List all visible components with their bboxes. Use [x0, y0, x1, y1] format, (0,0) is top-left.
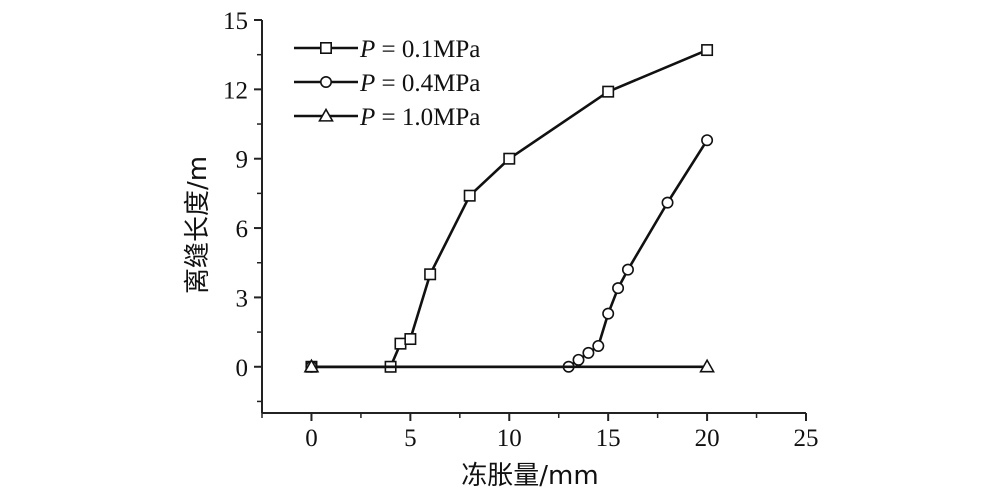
triangle-marker: [699, 358, 715, 373]
square-marker: [503, 152, 516, 165]
square-marker: [463, 189, 476, 202]
tick-marks: [254, 19, 807, 421]
x-tick-label: 20: [695, 425, 720, 452]
legend-label-value: = 0.1MPa: [375, 36, 480, 63]
square-marker: [404, 333, 417, 346]
axes: [261, 20, 806, 414]
circle-marker: [592, 339, 605, 352]
y-axis-title: 离缝长度/m: [183, 156, 213, 294]
triangle-marker: [303, 358, 320, 373]
circle-marker: [572, 353, 585, 366]
legend-label-value: = 0.4MPa: [375, 70, 480, 97]
y-tick-label: 3: [236, 285, 249, 312]
triangle-marker: [318, 107, 334, 122]
circle-marker: [602, 307, 615, 320]
series-3: [303, 358, 715, 373]
legend-label: P = 1.0MPa: [359, 104, 480, 131]
square-marker: [424, 268, 437, 281]
x-tick-label: 25: [794, 425, 819, 452]
series-group: [303, 44, 715, 373]
tick-labels: 0 5 10 15 20 25 0 3 6 9 12 15: [223, 8, 819, 452]
circle-marker: [661, 196, 674, 209]
y-tick-label: 6: [236, 216, 249, 243]
circle-marker: [621, 263, 634, 276]
series-2: [305, 134, 714, 373]
legend-label: P = 0.1MPa: [359, 36, 480, 63]
legend-item-2: P = 0.4MPa: [294, 70, 480, 97]
circle-marker: [582, 346, 595, 359]
square-marker: [319, 41, 332, 54]
circle-marker: [319, 76, 332, 89]
circle-marker: [612, 282, 625, 295]
x-tick-label: 15: [596, 425, 621, 452]
y-tick-label: 0: [236, 355, 249, 382]
square-marker: [602, 85, 615, 98]
legend-label-variable: P: [359, 70, 375, 97]
legend-item-3: P = 1.0MPa: [294, 104, 480, 131]
y-tick-label: 9: [236, 147, 249, 174]
x-tick-label: 0: [305, 425, 318, 452]
y-tick-label: 15: [223, 8, 248, 35]
x-tick-label: 5: [404, 425, 417, 452]
legend-label-variable: P: [359, 104, 375, 131]
legend-label-value: = 1.0MPa: [375, 104, 480, 131]
square-marker: [394, 337, 407, 350]
legend-label-variable: P: [359, 36, 375, 63]
x-tick-label: 10: [497, 425, 522, 452]
legend-label: P = 0.4MPa: [359, 70, 480, 97]
x-axis-title: 冻胀量/mm: [461, 461, 598, 491]
legend-item-1: P = 0.1MPa: [294, 36, 480, 63]
circle-marker: [701, 134, 714, 147]
series-line: [311, 139, 709, 369]
square-marker: [701, 44, 714, 57]
y-tick-label: 12: [223, 77, 248, 104]
series-line: [311, 48, 708, 369]
